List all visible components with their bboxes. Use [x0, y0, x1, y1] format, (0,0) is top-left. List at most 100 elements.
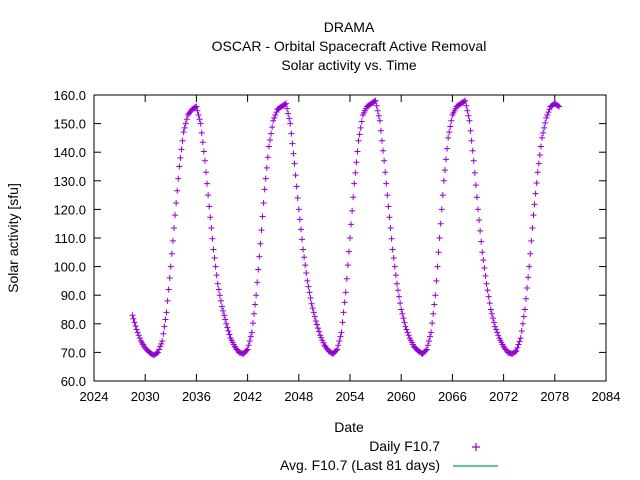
daily-point [535, 160, 542, 167]
daily-point [515, 341, 522, 348]
x-tick-label: 2048 [284, 389, 313, 404]
daily-point [162, 316, 169, 323]
daily-point [540, 129, 547, 136]
daily-point [445, 134, 452, 141]
daily-point [489, 315, 496, 322]
daily-point [375, 112, 382, 119]
daily-point [471, 169, 478, 176]
daily-point [491, 319, 497, 326]
daily-point [271, 114, 278, 121]
daily-point [318, 334, 325, 341]
daily-point [425, 337, 432, 344]
daily-point [203, 169, 209, 176]
daily-point [465, 112, 472, 119]
daily-point [136, 335, 143, 342]
chart-title-line-3: Solar activity vs. Time [281, 57, 417, 73]
daily-point [355, 137, 362, 144]
daily-point [349, 207, 356, 214]
daily-point [462, 97, 469, 104]
daily-point [383, 180, 390, 187]
daily-point [518, 327, 525, 334]
daily-point [165, 286, 172, 293]
daily-point [244, 346, 251, 353]
x-tick-label: 2066 [438, 389, 467, 404]
legend: Daily F10.7 Avg. F10.7 (Last 81 days) [280, 438, 498, 473]
daily-point [428, 329, 435, 336]
daily-point [198, 129, 205, 136]
legend-item-daily: Daily F10.7 [369, 438, 480, 454]
daily-point [494, 329, 501, 336]
daily-point [316, 328, 323, 335]
daily-point [156, 346, 163, 353]
daily-point [541, 124, 548, 131]
daily-point [347, 235, 353, 241]
daily-point [448, 117, 455, 124]
daily-point [481, 265, 488, 272]
y-tick-label: 150.0 [53, 117, 86, 132]
daily-point [543, 114, 550, 121]
daily-point [342, 289, 349, 296]
daily-point [467, 127, 474, 134]
daily-point [310, 309, 317, 316]
daily-point [344, 262, 351, 269]
daily-point [181, 124, 188, 131]
daily-point [246, 337, 253, 344]
daily-point [542, 119, 549, 126]
daily-point [296, 216, 303, 223]
daily-point [245, 342, 252, 349]
daily-point [485, 293, 492, 300]
x-axis: 2024 2030 2036 2042 2048 2054 2060 2066 2072 2078… [80, 95, 620, 404]
daily-point [424, 342, 431, 349]
daily-point [176, 163, 183, 170]
daily-point [469, 147, 476, 154]
daily-point [267, 137, 273, 144]
daily-point [476, 217, 483, 224]
daily-point [161, 323, 168, 330]
daily-point [253, 292, 260, 299]
daily-point [423, 346, 430, 353]
daily-point [265, 143, 272, 150]
x-tick-label: 2060 [387, 389, 416, 404]
daily-point [262, 175, 269, 182]
daily-point [536, 152, 543, 159]
daily-point [281, 101, 288, 108]
x-tick-label: 2036 [182, 389, 211, 404]
daily-point [217, 297, 224, 304]
daily-point [429, 320, 436, 327]
daily-point [438, 206, 445, 213]
daily-point [439, 192, 446, 199]
daily-point [255, 266, 262, 273]
daily-point [249, 320, 256, 327]
daily-point [209, 235, 216, 242]
daily-point [264, 154, 271, 161]
legend-label-avg: Avg. F10.7 (Last 81 days) [280, 457, 440, 473]
daily-point [464, 107, 471, 114]
daily-point [436, 235, 443, 241]
daily-point [243, 347, 250, 354]
daily-point [513, 347, 520, 354]
daily-point [197, 120, 204, 127]
x-tick-label: 2030 [131, 389, 160, 404]
daily-point [340, 309, 347, 316]
daily-point [315, 325, 321, 332]
y-tick-label: 60.0 [61, 374, 86, 389]
daily-point [517, 335, 524, 342]
daily-point [385, 203, 392, 210]
daily-point [333, 347, 340, 354]
daily-point [530, 212, 537, 219]
daily-point [402, 323, 409, 330]
daily-point [384, 192, 391, 199]
x-tick-label: 2024 [80, 389, 109, 404]
y-tick-label: 120.0 [53, 202, 86, 217]
daily-point [300, 246, 307, 253]
daily-point [380, 147, 387, 154]
daily-point [531, 201, 538, 208]
daily-point [205, 192, 212, 199]
daily-point [539, 134, 545, 141]
daily-point [391, 263, 398, 270]
daily-point [523, 295, 529, 302]
daily-point [532, 190, 539, 197]
daily-point [484, 287, 491, 294]
daily-point [293, 183, 300, 190]
